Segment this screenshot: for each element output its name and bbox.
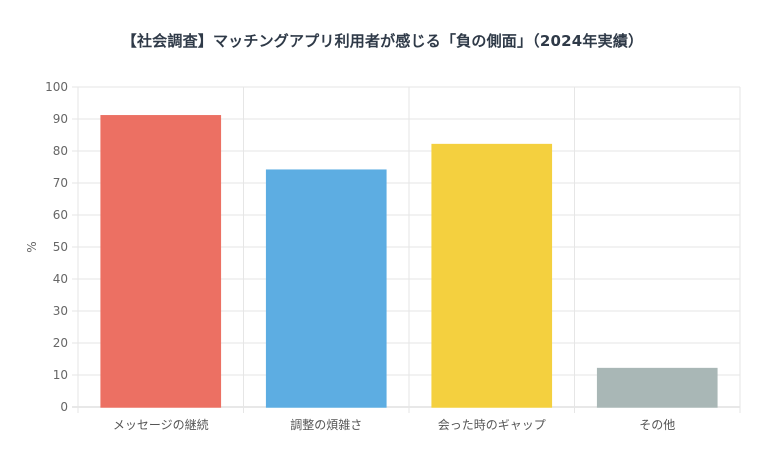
y-tick-label: 0 [60, 400, 68, 414]
chart-title: 【社会調査】マッチングアプリ利用者が感じる「負の側面」（2024年実績） [121, 32, 644, 50]
x-tick-label: その他 [639, 418, 675, 432]
y-axis-title: % [25, 241, 39, 252]
y-tick-label: 90 [53, 112, 68, 126]
bar [596, 367, 718, 408]
y-tick-label: 60 [53, 208, 68, 222]
y-tick-label: 30 [53, 304, 68, 318]
x-tick-label: 会った時のギャップ [438, 418, 546, 432]
y-tick-label: 20 [53, 336, 68, 350]
y-tick-label: 10 [53, 368, 68, 382]
bar [265, 169, 387, 408]
y-tick-label: 50 [53, 240, 68, 254]
x-tick-label: メッセージの継続 [113, 417, 209, 432]
x-tick-label: 調整の煩雑さ [290, 417, 362, 432]
bar [100, 115, 222, 408]
y-tick-label: 70 [53, 176, 68, 190]
y-tick-label: 80 [53, 144, 68, 158]
bar [431, 143, 553, 408]
y-tick-label: 40 [53, 272, 68, 286]
y-tick-label: 100 [45, 80, 68, 94]
